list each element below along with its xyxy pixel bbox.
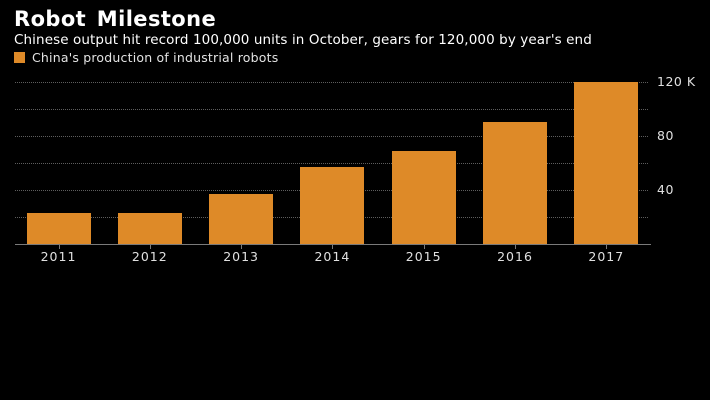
gridline-80k (15, 136, 648, 137)
bar-2011 (26, 213, 91, 244)
x-axis-tick-2013 (241, 245, 242, 249)
chart-subtitle: Chinese output hit record 100,000 units … (14, 32, 592, 48)
bar-2015 (391, 151, 456, 244)
bar-2014 (300, 167, 365, 244)
x-axis-tick-2017 (606, 245, 607, 249)
y-axis-label-40k: 40 (657, 182, 674, 197)
x-axis-tick-2012 (150, 245, 151, 249)
x-axis-label-2013: 2013 (223, 249, 259, 264)
gridline-60k (15, 163, 648, 164)
y-axis-label-120k: 120 K (657, 74, 696, 89)
x-axis-label-2016: 2016 (497, 249, 533, 264)
x-axis-tick-2015 (424, 245, 425, 249)
bar-2013 (209, 194, 274, 244)
bar-2017 (574, 82, 639, 244)
bar-2012 (117, 213, 182, 244)
gridline-120k (15, 82, 648, 83)
legend-swatch (14, 52, 25, 63)
x-axis-label-2015: 2015 (405, 249, 442, 264)
x-axis-tick-2016 (515, 245, 516, 249)
x-axis-tick-2014 (332, 245, 333, 249)
legend: China's production of industrial robots (14, 50, 279, 65)
y-axis-label-80k: 80 (657, 128, 674, 143)
x-axis-tick-2011 (59, 245, 60, 249)
x-axis-label-2012: 2012 (131, 249, 168, 264)
x-axis-label-2011: 2011 (40, 249, 77, 264)
x-axis-label-2014: 2014 (314, 249, 351, 264)
gridline-100k (15, 109, 648, 110)
x-axis-line (15, 244, 651, 245)
legend-label: China's production of industrial robots (32, 50, 279, 65)
plot-area (15, 82, 648, 244)
chart-title: Robot Milestone (14, 7, 217, 31)
x-axis-label-2017: 2017 (588, 249, 625, 264)
bar-2016 (483, 122, 547, 244)
